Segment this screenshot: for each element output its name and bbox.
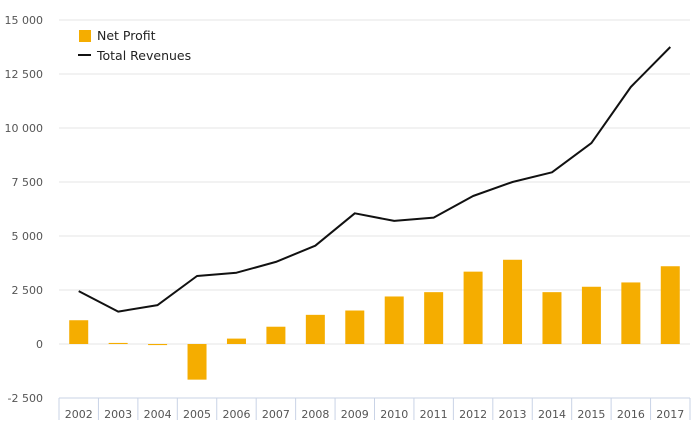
y-tick-label: 5 000	[12, 230, 44, 243]
x-tick-label: 2007	[262, 408, 290, 421]
legend-label-total-revenues: Total Revenues	[96, 48, 191, 63]
x-tick-label: 2002	[65, 408, 93, 421]
bar	[384, 296, 404, 344]
x-tick-label: 2016	[617, 408, 645, 421]
x-tick-label: 2013	[499, 408, 527, 421]
bar	[148, 344, 168, 346]
bars-net-profit	[69, 259, 680, 380]
x-tick-label: 2012	[459, 408, 487, 421]
bar	[69, 320, 89, 344]
x-tick-label: 2005	[183, 408, 211, 421]
x-tick-label: 2015	[577, 408, 605, 421]
bar	[226, 338, 246, 344]
x-axis: 2002 2003 2004 2005 2006 2007 2008 2009 2010 2011…	[58, 397, 691, 421]
bar	[305, 314, 325, 344]
y-tick-label: -2 500	[8, 392, 43, 405]
y-tick-label: 10 000	[5, 122, 44, 135]
legend-swatch-net-profit	[79, 30, 91, 42]
bar	[345, 310, 365, 344]
x-tick-label: 2011	[420, 408, 448, 421]
bar	[621, 282, 641, 344]
bar	[463, 271, 483, 344]
x-tick-label: 2009	[341, 408, 369, 421]
x-tick-label: 2014	[538, 408, 566, 421]
bar	[660, 266, 680, 344]
revenue-line	[78, 46, 672, 313]
legend-label-net-profit: Net Profit	[97, 28, 156, 43]
x-tick-label: 2006	[222, 408, 250, 421]
x-tick-label: 2017	[656, 408, 684, 421]
y-tick-label: 12 500	[5, 68, 44, 81]
bar	[108, 342, 128, 344]
legend: Net Profit Total Revenues	[78, 28, 191, 63]
y-tick-label: 7 500	[12, 176, 44, 189]
bar	[187, 344, 207, 380]
y-tick-label: 2 500	[12, 284, 44, 297]
bar	[503, 259, 523, 344]
x-tick-label: 2004	[144, 408, 172, 421]
y-tick-label: 15 000	[5, 14, 44, 27]
bar	[424, 292, 444, 344]
x-tick-label: 2003	[104, 408, 132, 421]
bar	[581, 286, 601, 344]
y-axis-ticks: -2 500 0 2 500 5 000 7 500 10 000 12 500 15 000	[5, 14, 44, 405]
bar	[542, 292, 562, 344]
x-tick-label: 2008	[301, 408, 329, 421]
y-tick-label: 0	[36, 338, 43, 351]
x-tick-label: 2010	[380, 408, 408, 421]
bar	[266, 326, 286, 344]
line-total-revenues	[78, 46, 672, 313]
